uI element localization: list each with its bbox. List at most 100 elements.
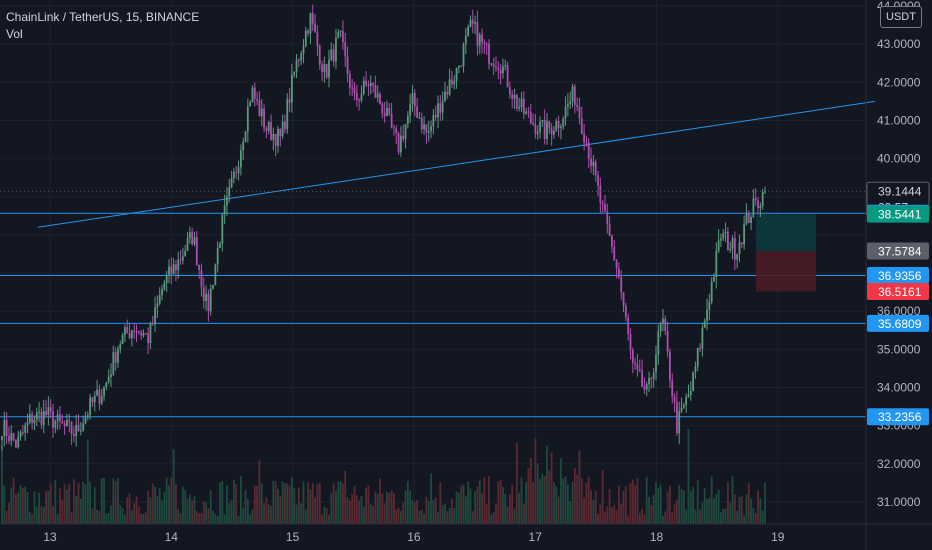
candle-body	[321, 64, 323, 73]
volume-bar	[381, 493, 384, 524]
price-tick-label: 32.0000	[877, 457, 921, 471]
volume-indicator-label[interactable]: Vol	[6, 27, 23, 41]
volume-bar	[72, 479, 75, 524]
volume-bar	[330, 492, 333, 524]
time-axis: 13 14 15 16 17 18 19	[43, 530, 784, 544]
candle-body	[599, 185, 602, 203]
volume-bar	[418, 510, 421, 524]
candle-body	[462, 44, 465, 67]
volume-bar	[216, 515, 219, 524]
candle-body	[202, 287, 205, 302]
volume-bar	[685, 509, 688, 524]
volume-bar	[740, 495, 743, 524]
candle-body	[133, 330, 136, 332]
volume-bar	[738, 496, 741, 524]
candle-body	[212, 285, 214, 289]
candle-body	[253, 87, 256, 99]
price-label: 35.6809	[867, 314, 929, 332]
volume-bar	[186, 498, 189, 524]
volume-bar	[237, 515, 240, 524]
volume-bar	[694, 509, 697, 524]
candle-body	[680, 407, 683, 412]
candle-body	[277, 128, 279, 146]
volume-bar	[226, 485, 228, 524]
volume-bar	[304, 509, 307, 524]
candle-body	[671, 380, 674, 397]
candle-body	[274, 133, 277, 146]
candle-body	[230, 177, 233, 188]
candle-body	[344, 42, 347, 57]
candle-body	[77, 424, 80, 432]
volume-bar	[406, 481, 409, 524]
candle-body	[38, 411, 41, 413]
volume-bar	[404, 490, 407, 524]
volume-bar	[511, 484, 514, 524]
candle-body	[483, 42, 486, 44]
candle-body	[117, 349, 119, 363]
volume-bar	[397, 507, 400, 524]
candle-body	[5, 419, 8, 437]
volume-bar	[144, 512, 147, 524]
candle-body	[79, 430, 82, 432]
volume-bar	[467, 481, 470, 524]
candle-body	[474, 21, 477, 24]
volume-bar	[388, 493, 391, 524]
candle-body	[393, 127, 395, 129]
volume-bar	[316, 484, 319, 524]
candle-body	[237, 167, 240, 174]
candle-body	[239, 150, 242, 168]
candle-body	[685, 397, 688, 405]
candle-body	[423, 124, 425, 130]
candle-body	[736, 253, 739, 260]
candle-body	[710, 281, 713, 303]
volume-bar	[650, 504, 653, 524]
volume-bar	[495, 503, 497, 524]
candle-body	[105, 382, 108, 388]
candle-body	[388, 107, 391, 114]
volume-bar	[52, 506, 54, 524]
volume-bar	[664, 511, 667, 524]
candle-body	[720, 238, 722, 241]
volume-bar	[587, 476, 590, 524]
volume-bar	[611, 507, 613, 524]
candle-body	[490, 63, 493, 65]
volume-bar	[754, 513, 757, 524]
candle-body	[42, 410, 45, 425]
candle-body	[279, 128, 282, 137]
volume-bar	[246, 498, 249, 524]
candle-body	[251, 87, 254, 103]
candle-body	[652, 372, 655, 379]
volume-bar	[750, 498, 752, 524]
candle-body	[119, 344, 122, 350]
volume-bar	[548, 470, 551, 524]
candle-body	[288, 99, 291, 103]
volume-bar	[506, 506, 509, 524]
volume-bar	[91, 508, 94, 524]
candle-body	[448, 79, 451, 95]
volume-bar	[21, 487, 24, 524]
candle-body	[10, 432, 13, 441]
candle-body	[708, 302, 711, 310]
volume-bar	[351, 494, 354, 524]
price-label-value: 38.5441	[878, 208, 922, 222]
candle-body	[242, 141, 245, 151]
candle-series	[1, 4, 766, 451]
volume-bar	[179, 513, 182, 524]
volume-bar	[420, 509, 423, 524]
volume-bar	[195, 511, 198, 524]
volume-bar	[613, 505, 616, 524]
candle-body	[638, 369, 641, 371]
volume-bar	[745, 494, 748, 524]
currency-button[interactable]: USDT	[880, 6, 922, 28]
volume-bar	[497, 481, 500, 524]
candle-body	[578, 106, 581, 119]
candle-body	[63, 423, 66, 427]
candle-body	[339, 31, 342, 33]
candle-body	[124, 327, 126, 335]
candle-body	[648, 377, 650, 384]
candle-body	[689, 390, 692, 396]
candle-body	[520, 98, 523, 107]
candle-body	[478, 34, 481, 46]
volume-bar	[474, 491, 477, 524]
